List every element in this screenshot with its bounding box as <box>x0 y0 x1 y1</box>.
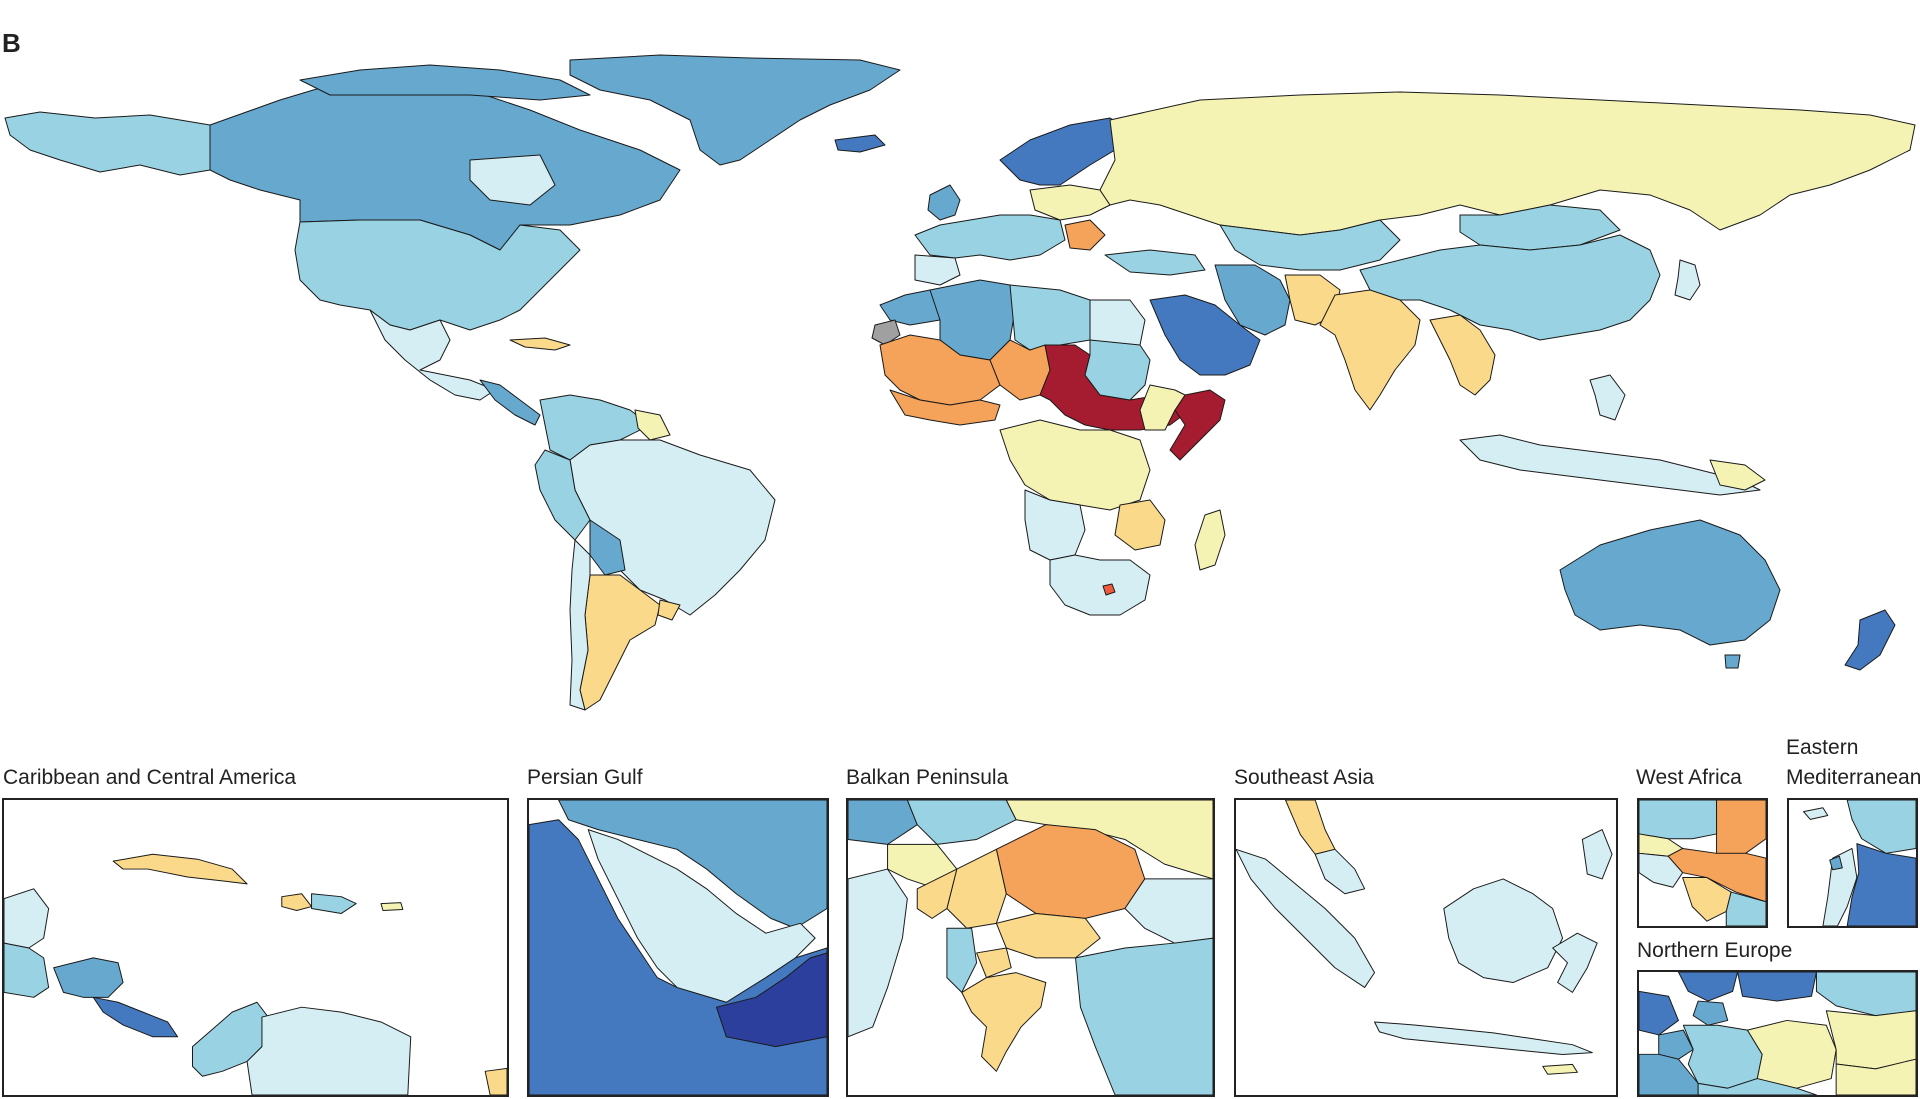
macedonia <box>977 948 1012 978</box>
turkey <box>1076 938 1213 1095</box>
belarus-lithuania <box>1826 1011 1916 1069</box>
region-guyana <box>635 410 670 440</box>
inset-map-caribbean <box>2 798 509 1097</box>
austria-north <box>848 800 917 844</box>
region-southern-africa <box>1050 555 1150 615</box>
bulgaria <box>996 913 1100 957</box>
cyprus <box>1804 808 1828 820</box>
region-tasmania <box>1725 655 1740 668</box>
black-sea <box>1125 879 1213 943</box>
region-egypt <box>1090 300 1145 345</box>
hispaniola-dr <box>312 894 357 914</box>
world-map <box>0 48 1920 728</box>
east-timor <box>1543 1064 1578 1074</box>
inset-map-balkan <box>846 798 1215 1097</box>
inset-title-eastern-med: Eastern Mediterranean <box>1786 733 1920 793</box>
malaysia <box>1315 849 1364 893</box>
region-east-africa <box>1115 500 1165 550</box>
java <box>1375 1022 1593 1055</box>
honduras-nicaragua <box>54 958 123 997</box>
borneo <box>1444 879 1563 983</box>
inset-map-persian-gulf <box>527 798 829 1097</box>
inset-title-caribbean: Caribbean and Central America <box>3 763 296 793</box>
inset-map-west-africa <box>1637 798 1768 928</box>
region-canada <box>210 80 680 250</box>
region-japan <box>1675 260 1700 300</box>
region-argentina <box>580 575 660 710</box>
region-iceland <box>835 135 885 152</box>
region-libya <box>1010 285 1090 350</box>
region-iberia <box>915 255 960 285</box>
inset-map-northern-europe <box>1637 970 1918 1097</box>
mexico-yucatan <box>4 889 49 948</box>
puerto-rico <box>381 903 403 911</box>
region-australia <box>1560 520 1780 645</box>
mauritania-senegal <box>1639 800 1717 839</box>
finland-baltic <box>1816 972 1916 1016</box>
philippines-s <box>1582 830 1612 879</box>
malay-thai <box>1285 800 1334 854</box>
inset-title-northern-europe: Northern Europe <box>1637 936 1792 966</box>
region-central-africa <box>1000 420 1150 510</box>
region-uk <box>928 185 960 220</box>
jordan <box>1847 844 1916 926</box>
region-eastern-europe <box>1030 185 1110 220</box>
region-turkey <box>1105 250 1205 275</box>
inset-map-southeast-asia <box>1234 798 1618 1097</box>
region-cuba <box>510 338 570 350</box>
region-central-america <box>480 380 540 425</box>
central-america-w <box>4 943 49 997</box>
region-philippines <box>1590 375 1625 420</box>
serbia <box>947 849 1006 928</box>
region-south-east-asia-mainland <box>1430 315 1495 395</box>
region-alaska <box>5 112 210 175</box>
hispaniola-haiti <box>282 894 312 911</box>
inset-title-west-africa: West Africa <box>1636 763 1742 793</box>
region-western-europe <box>915 215 1065 260</box>
venezuela <box>247 1007 411 1095</box>
region-usa <box>295 220 580 330</box>
greece <box>962 973 1046 1072</box>
montenegro-albania <box>947 928 977 992</box>
region-madagascar <box>1195 510 1225 570</box>
cuba <box>113 854 247 884</box>
region-balkans <box>1065 220 1105 250</box>
italy <box>848 869 907 1037</box>
region-canada-islands <box>300 65 590 100</box>
inset-title-persian-gulf: Persian Gulf <box>527 763 643 793</box>
region-india <box>1320 290 1420 410</box>
small-island <box>485 1068 507 1095</box>
uk <box>1639 991 1678 1035</box>
sweden <box>1738 972 1817 1001</box>
norway <box>1678 972 1737 1001</box>
mali <box>1717 800 1766 853</box>
inset-title-balkan: Balkan Peninsula <box>846 763 1008 793</box>
denmark <box>1693 1001 1728 1025</box>
region-new-zealand <box>1845 610 1895 670</box>
slovakia-hungary <box>907 800 1016 844</box>
costa-rica-panama <box>93 997 177 1036</box>
inset-map-eastern-med <box>1787 798 1918 928</box>
inset-title-southeast-asia: Southeast Asia <box>1234 763 1374 793</box>
